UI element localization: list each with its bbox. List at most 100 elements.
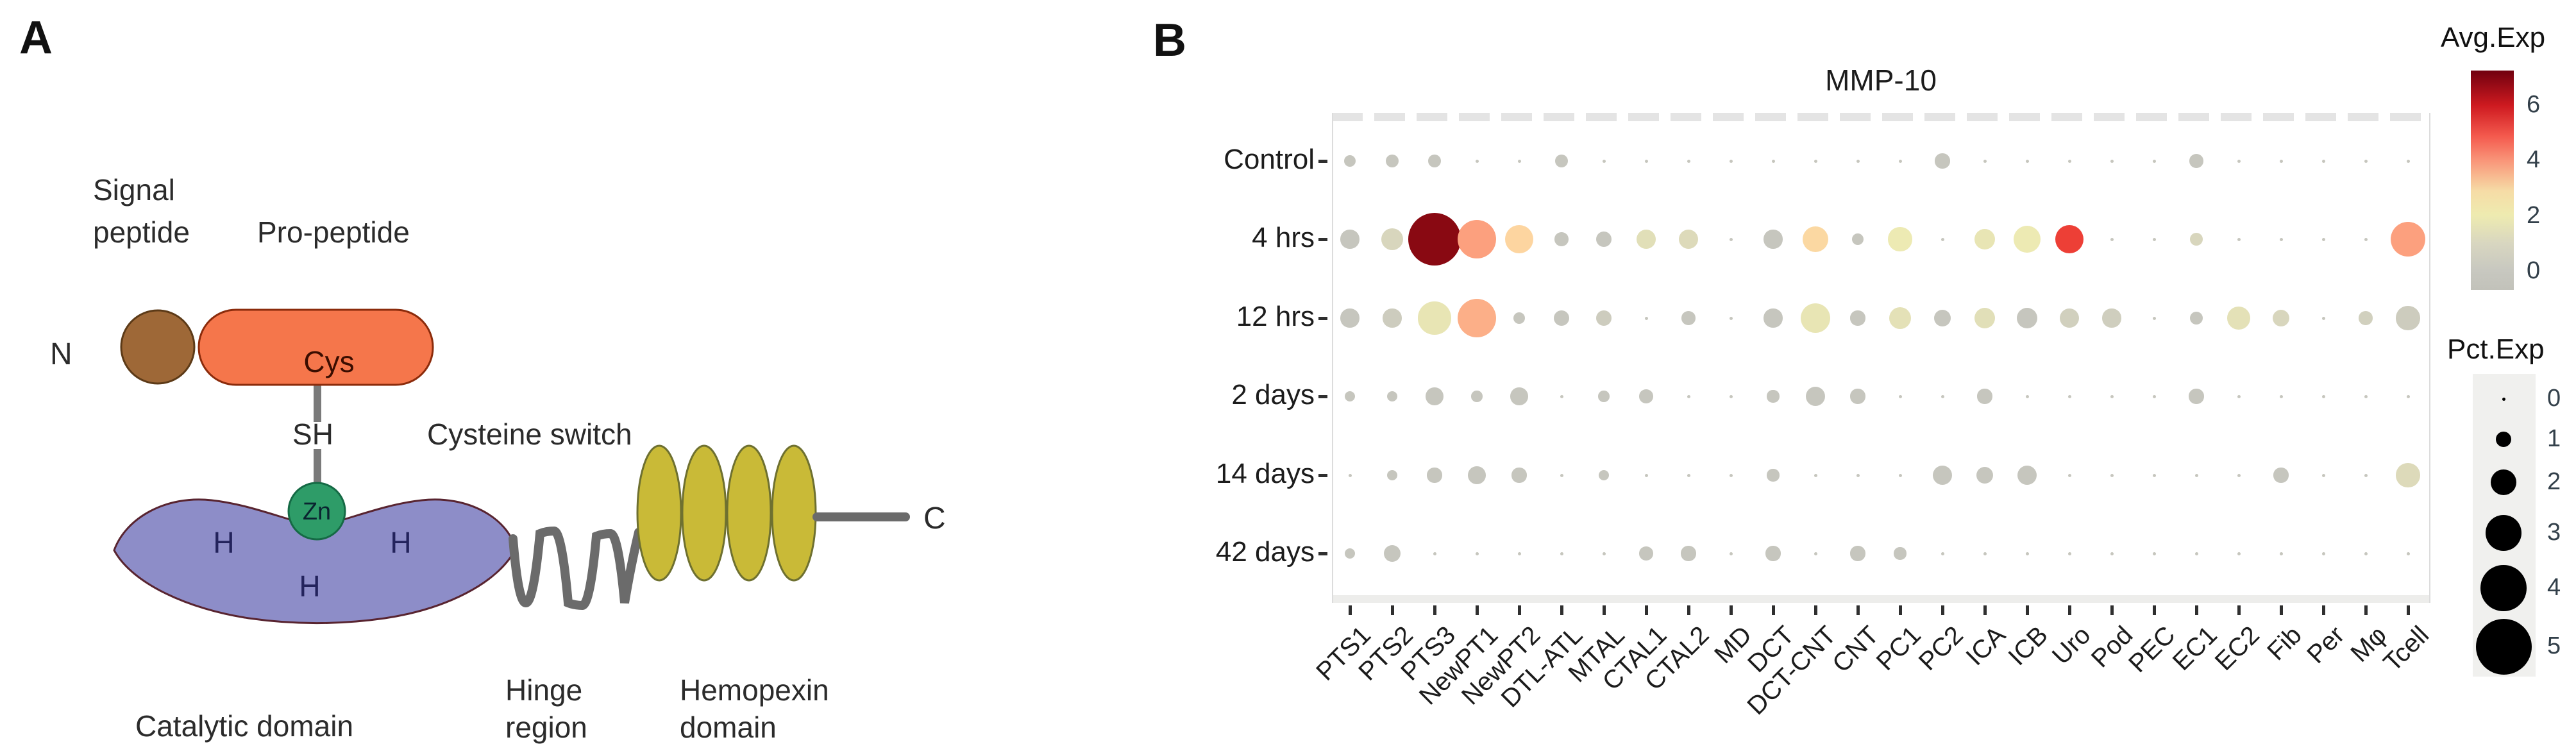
dot bbox=[1471, 391, 1483, 402]
dot bbox=[1729, 552, 1733, 555]
plot-right-border bbox=[2429, 113, 2430, 603]
histidine-label: H bbox=[299, 570, 320, 603]
dot bbox=[2152, 552, 2156, 555]
column-label: PC2 bbox=[1913, 621, 1969, 677]
y-axis-tick bbox=[1318, 395, 1327, 398]
dot bbox=[1765, 546, 1781, 561]
avg-exp-tick-label: 0 bbox=[2527, 257, 2541, 284]
y-axis-tick bbox=[1318, 238, 1327, 241]
dot bbox=[2016, 307, 2038, 329]
dot bbox=[2237, 552, 2241, 555]
row-label: 12 hrs bbox=[1236, 301, 1315, 332]
column-label: CNT bbox=[1826, 621, 1885, 679]
dot bbox=[1560, 394, 1563, 398]
pct-exp-legend-label: 2 bbox=[2547, 468, 2561, 495]
dot bbox=[1767, 390, 1780, 403]
signal-peptide-label-line1: Signal bbox=[93, 173, 175, 207]
dot bbox=[2321, 473, 2325, 477]
zinc-shape bbox=[287, 482, 346, 541]
dot bbox=[2110, 552, 2114, 555]
pro-peptide-label: Pro-peptide bbox=[257, 215, 410, 249]
dot bbox=[2237, 473, 2241, 477]
dot bbox=[1340, 308, 1360, 328]
dot bbox=[1940, 552, 1944, 555]
dot bbox=[2067, 552, 2071, 555]
dot bbox=[2189, 154, 2203, 168]
dot bbox=[2055, 224, 2084, 254]
dot bbox=[2321, 159, 2325, 163]
x-axis-tick bbox=[2068, 605, 2071, 615]
dot bbox=[2364, 237, 2368, 241]
dot bbox=[2273, 468, 2289, 483]
dot bbox=[2190, 312, 2203, 325]
x-axis-tick bbox=[1645, 605, 1648, 615]
y-axis-tick bbox=[1318, 317, 1327, 320]
dot bbox=[1510, 387, 1528, 405]
dot bbox=[1851, 233, 1864, 246]
dot bbox=[1850, 389, 1865, 404]
dot bbox=[1644, 159, 1648, 163]
x-axis-tick bbox=[1856, 605, 1860, 615]
dot bbox=[1977, 389, 1992, 404]
dot bbox=[1408, 212, 1461, 266]
dot bbox=[1729, 394, 1733, 398]
dot bbox=[1381, 228, 1403, 250]
plot-left-border bbox=[1332, 113, 1333, 603]
dot bbox=[1636, 229, 1656, 249]
x-axis-tick bbox=[2322, 605, 2325, 615]
dot bbox=[1889, 307, 1911, 329]
x-axis-tick bbox=[1349, 605, 1352, 615]
avg-exp-tick-label: 4 bbox=[2527, 146, 2541, 173]
dot bbox=[2359, 311, 2373, 325]
dot bbox=[1687, 159, 1690, 163]
pct-exp-legend-title: Pct.Exp bbox=[2447, 333, 2545, 365]
column-label: Fib bbox=[2262, 621, 2308, 666]
dot bbox=[2152, 394, 2156, 398]
pct-exp-legend-dot bbox=[2480, 565, 2527, 611]
dot bbox=[1729, 159, 1733, 163]
column-label: EC1 bbox=[2167, 621, 2223, 677]
x-axis-tick bbox=[2364, 605, 2368, 615]
dot bbox=[1427, 468, 1442, 483]
dot bbox=[1513, 312, 1526, 325]
x-axis-tick bbox=[1983, 605, 1987, 615]
dot bbox=[2194, 473, 2198, 477]
dot bbox=[1598, 391, 1610, 402]
dot bbox=[2364, 473, 2368, 477]
dot bbox=[1898, 473, 1902, 477]
dot bbox=[1898, 159, 1902, 163]
x-axis-tick bbox=[2110, 605, 2114, 615]
dot bbox=[1940, 237, 1944, 241]
column-label: ICB bbox=[2003, 621, 2054, 671]
dot bbox=[2102, 308, 2121, 328]
dot bbox=[2237, 394, 2241, 398]
dot bbox=[1771, 159, 1775, 163]
pct-exp-legend-dot bbox=[2502, 397, 2505, 401]
pct-exp-legend-dot bbox=[2475, 618, 2532, 675]
dot bbox=[2152, 159, 2156, 163]
row-label: Control bbox=[1224, 144, 1315, 175]
dot bbox=[2025, 159, 2029, 163]
plot-top-border bbox=[1332, 113, 2430, 121]
dot bbox=[1426, 387, 1444, 405]
y-axis-tick bbox=[1318, 552, 1327, 555]
dot bbox=[2110, 394, 2114, 398]
pct-exp-legend-label: 0 bbox=[2547, 385, 2561, 412]
chart-title: MMP-10 bbox=[1825, 63, 1937, 97]
dot bbox=[1560, 473, 1563, 477]
column-label: PEC bbox=[2123, 621, 2181, 679]
panel-a-diagram: Signal peptide Pro-peptide N Cys SH Cyst… bbox=[50, 173, 946, 744]
hinge-coil bbox=[509, 526, 643, 611]
x-axis-tick bbox=[1476, 605, 1479, 615]
dot bbox=[1555, 155, 1568, 167]
dot bbox=[1681, 546, 1696, 561]
row-label: 4 hrs bbox=[1252, 222, 1315, 253]
dot bbox=[2017, 465, 2037, 485]
dot bbox=[1504, 224, 1534, 254]
dot bbox=[1814, 159, 1817, 163]
x-axis-tick bbox=[1391, 605, 1394, 615]
panel-b-label: B bbox=[1153, 15, 1186, 66]
dot bbox=[1553, 310, 1570, 326]
dot bbox=[1856, 473, 1860, 477]
